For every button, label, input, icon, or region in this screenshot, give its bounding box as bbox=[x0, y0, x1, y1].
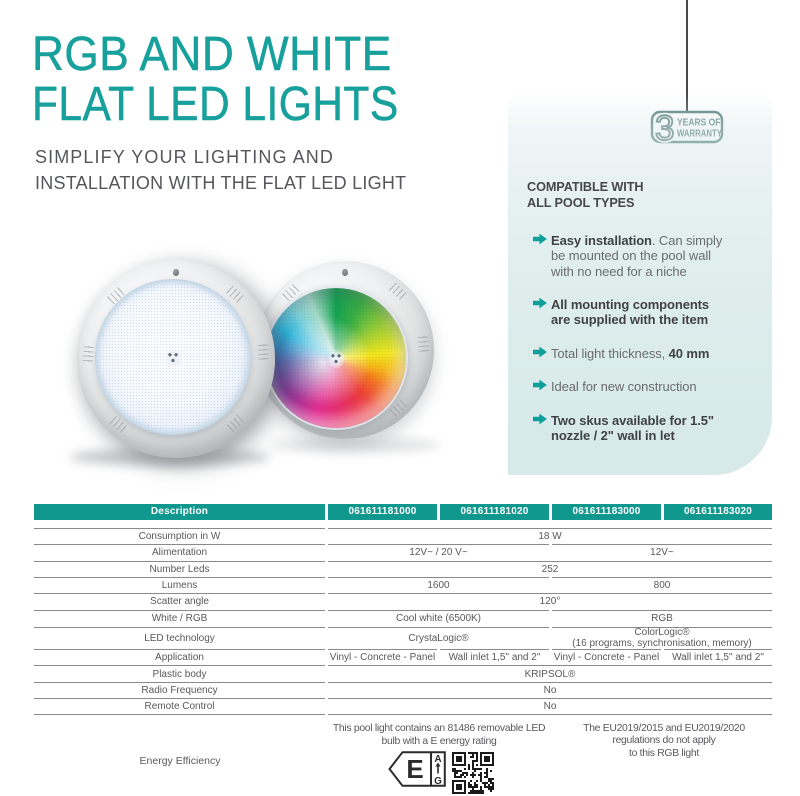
svg-text:G: G bbox=[434, 776, 442, 787]
svg-text:A: A bbox=[434, 754, 441, 765]
svg-text:E: E bbox=[406, 754, 423, 784]
